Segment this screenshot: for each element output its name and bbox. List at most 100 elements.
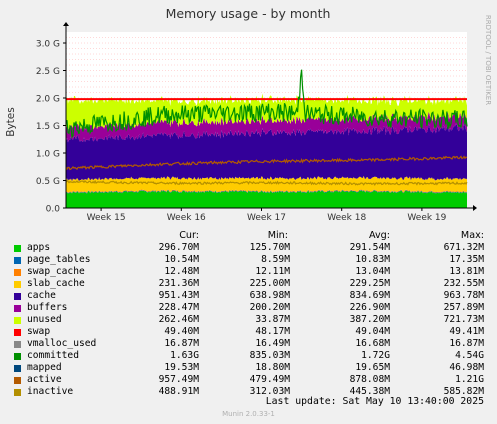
header-cur: Cur: [179, 230, 199, 241]
y-axis-label: Bytes [5, 107, 17, 136]
legend-row-buffers: buffers 228.47M 200.20M 226.90M 257.89M [0, 302, 497, 314]
series-committed [65, 69, 468, 139]
legend-label: page_tables [27, 254, 91, 265]
legend-row-apps: apps 296.70M 125.70M 291.54M 671.32M [0, 242, 497, 254]
legend-value-avg: 13.04M [355, 266, 390, 277]
legend-value-max: 46.98M [449, 362, 484, 373]
axes: 0.0 0.5 G 1.0 G 1.5 G 2.0 G 2.5 G 3.0 G Week 15… [36, 22, 477, 223]
header-max: Max: [460, 230, 484, 241]
y-tick-label: 0.5 G [36, 177, 60, 187]
legend-swatch [14, 245, 21, 252]
legend-row-slab_cache: slab_cache 231.36M 225.00M 229.25M 232.55M [0, 278, 497, 290]
legend-value-cur: 1.63G [170, 350, 199, 361]
legend-value-avg: 387.20M [349, 314, 390, 325]
chart-title: Memory usage - by month [166, 6, 331, 21]
legend-value-min: 16.49M [255, 338, 290, 349]
legend-label: vmalloc_used [27, 338, 97, 349]
band-cache [66, 123, 467, 182]
legend-label: swap [27, 326, 51, 337]
x-axis-arrow [473, 205, 477, 211]
legend-row-cache: cache 951.43M 638.98M 834.69M 963.78M [0, 290, 497, 302]
legend-value-max: 1.21G [455, 374, 484, 385]
legend-value-max: 671.32M [443, 242, 484, 253]
legend-value-cur: 488.91M [158, 386, 199, 397]
legend-value-min: 312.03M [249, 386, 290, 397]
band-unused [66, 93, 467, 132]
band-apps [66, 190, 467, 208]
legend-value-min: 835.03M [249, 350, 290, 361]
legend-value-min: 18.80M [255, 362, 290, 373]
legend-label: mapped [27, 362, 62, 373]
legend-value-cur: 12.48M [164, 266, 199, 277]
legend-value-cur: 951.43M [158, 290, 199, 301]
header-min: Min: [267, 230, 288, 241]
legend-value-cur: 228.47M [158, 302, 199, 313]
legend-swatch [14, 365, 21, 372]
legend-value-max: 4.54G [455, 350, 484, 361]
legend-label: inactive [27, 386, 74, 397]
legend-value-min: 12.11M [255, 266, 290, 277]
legend-label: active [27, 374, 62, 385]
munin-version: Munin 2.0.33-1 [222, 410, 275, 418]
legend-value-cur: 231.36M [158, 278, 199, 289]
y-tick-label: 3.0 G [36, 40, 60, 50]
band-swap_cache [66, 189, 467, 193]
legend-row-unused: unused 262.46M 33.87M 387.20M 721.73M [0, 314, 497, 326]
legend-label: slab_cache [27, 278, 85, 289]
legend-swatch [14, 317, 21, 324]
legend-row-vmalloc_used: vmalloc_used 16.87M 16.49M 16.68M 16.87M [0, 338, 497, 350]
legend-value-min: 479.49M [249, 374, 290, 385]
legend-swatch [14, 353, 21, 360]
legend-value-avg: 49.04M [355, 326, 390, 337]
legend-value-cur: 957.49M [158, 374, 199, 385]
x-tick-label: Week 16 [167, 213, 206, 223]
legend-value-cur: 19.53M [164, 362, 199, 373]
band-slab_cache [66, 175, 467, 193]
legend-value-avg: 229.25M [349, 278, 390, 289]
legend-value-max: 16.87M [449, 338, 484, 349]
legend-row-swap: swap 49.40M 48.17M 49.04M 49.41M [0, 326, 497, 338]
y-tick-label: 1.5 G [36, 122, 60, 132]
x-tick-label: Week 18 [327, 213, 366, 223]
legend-value-avg: 1.72G [361, 350, 390, 361]
series-active [65, 155, 468, 171]
legend-swatch [14, 329, 21, 336]
legend-value-avg: 291.54M [349, 242, 390, 253]
series-inactive [65, 179, 468, 186]
last-update: Last update: Sat May 10 13:40:00 2025 [265, 396, 484, 407]
y-tick-label: 2.0 G [36, 95, 60, 105]
legend-value-avg: 16.68M [355, 338, 390, 349]
legend-value-cur: 296.70M [158, 242, 199, 253]
legend-value-max: 721.73M [443, 314, 484, 325]
legend-swatch [14, 341, 21, 348]
legend-row-committed: committed 1.63G 835.03M 1.72G 4.54G [0, 350, 497, 362]
legend-value-max: 257.89M [443, 302, 484, 313]
legend-swatch [14, 389, 21, 396]
legend-value-avg: 834.69M [349, 290, 390, 301]
y-tick-label: 1.0 G [36, 150, 60, 160]
legend-label: swap_cache [27, 266, 85, 277]
legend-value-avg: 445.38M [349, 386, 390, 397]
legend-value-max: 49.41M [449, 326, 484, 337]
x-tick-label: Week 19 [407, 213, 446, 223]
legend-label: cache [27, 290, 56, 301]
legend-swatch [14, 305, 21, 312]
x-tick-label: Week 15 [87, 213, 126, 223]
legend-value-avg: 878.08M [349, 374, 390, 385]
legend-label: buffers [27, 302, 68, 313]
legend-row-inactive: inactive 488.91M 312.03M 445.38M 585.82M [0, 386, 497, 398]
legend-label: committed [27, 350, 79, 361]
legend-swatch [14, 293, 21, 300]
legend-value-max: 13.81M [449, 266, 484, 277]
legend-value-max: 232.55M [443, 278, 484, 289]
legend-value-max: 585.82M [443, 386, 484, 397]
legend-swatch [14, 281, 21, 288]
y-axis-arrow [63, 22, 69, 26]
legend-row-mapped: mapped 19.53M 18.80M 19.65M 46.98M [0, 362, 497, 374]
legend-value-avg: 10.83M [355, 254, 390, 265]
y-tick-label: 2.5 G [36, 67, 60, 77]
legend-value-min: 48.17M [255, 326, 290, 337]
rrdtool-credit: RRDTOOL / TOBI OETIKER [484, 15, 492, 105]
memory-chart: Memory usage - by month Bytes RRDTOOL / … [5, 6, 492, 223]
legend-value-avg: 226.90M [349, 302, 390, 313]
